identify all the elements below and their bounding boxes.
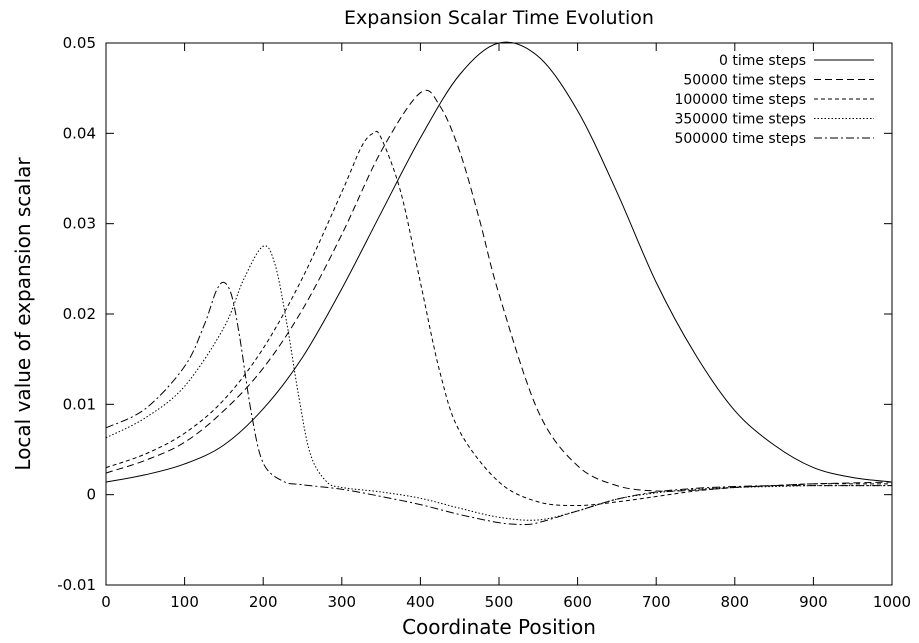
- x-tick-label: 700: [642, 593, 671, 611]
- ticks: 0 100 200 300 400 500 600 700 800 900 1000 -0.01 0 0.…: [57, 34, 911, 611]
- x-tick-label: 0: [101, 593, 111, 611]
- series-line-4: [105, 281, 892, 526]
- chart-title: Expansion Scalar Time Evolution: [344, 7, 654, 29]
- legend-label: 500000 time steps: [674, 131, 806, 147]
- legend-label: 100000 time steps: [674, 92, 806, 108]
- series-line-3: [105, 245, 892, 521]
- y-tick-label: 0.02: [63, 305, 96, 323]
- series-line-0: [105, 41, 893, 483]
- legend-label: 350000 time steps: [674, 112, 806, 128]
- x-tick-label: 600: [563, 593, 592, 611]
- x-tick-label: 800: [720, 593, 749, 611]
- y-tick-label: 0.03: [63, 215, 96, 233]
- legend-label: 50000 time steps: [683, 73, 806, 89]
- y-tick-label: -0.01: [57, 576, 96, 594]
- x-tick-label: 200: [249, 593, 278, 611]
- series-line-2: [105, 130, 892, 507]
- x-tick-label: 400: [406, 593, 435, 611]
- legend: 0 time steps 50000 time steps 100000 time …: [674, 53, 874, 147]
- y-tick-label: 0.01: [63, 395, 96, 413]
- x-tick-label: 100: [170, 593, 199, 611]
- x-axis-label: Coordinate Position: [402, 615, 596, 639]
- x-tick-label: 500: [485, 593, 514, 611]
- y-tick-label: 0: [86, 486, 96, 504]
- y-axis-label: Local value of expansion scalar: [11, 157, 35, 471]
- legend-label: 0 time steps: [719, 53, 806, 69]
- x-tick-label: 900: [799, 593, 828, 611]
- x-tick-label: 1000: [873, 593, 911, 611]
- x-tick-label: 300: [327, 593, 356, 611]
- y-tick-label: 0.04: [63, 124, 96, 142]
- series-line-1: [105, 89, 893, 492]
- series-lines: [105, 41, 893, 526]
- y-tick-label: 0.05: [63, 34, 96, 52]
